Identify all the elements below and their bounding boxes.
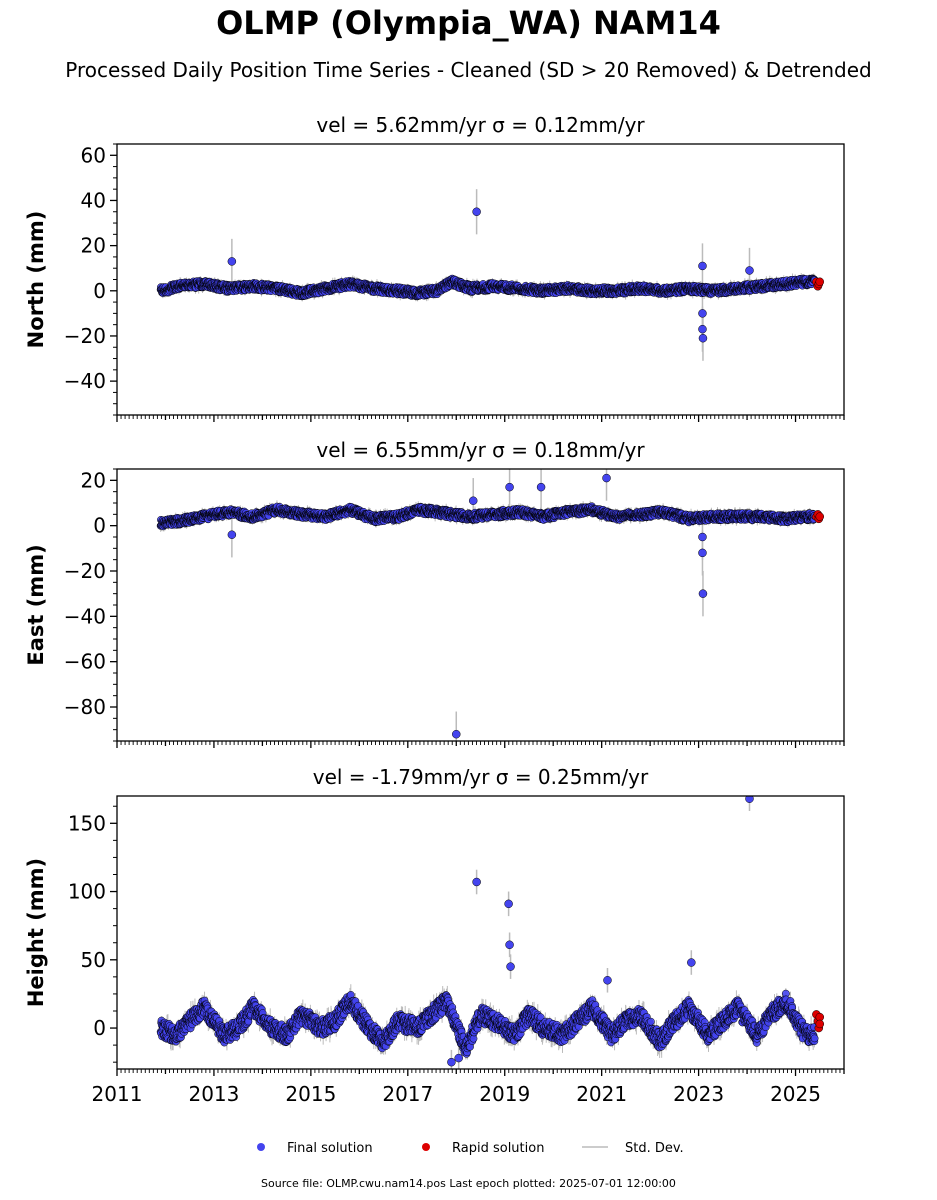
outlier-point [745,266,754,275]
outlier-point [698,309,707,318]
outlier-point [472,207,481,216]
outlier-point [698,333,708,343]
ytick-label: −20 [64,324,106,348]
final-points-north [156,207,819,343]
panel-title-east: vel = 6.55mm/yr σ = 0.18mm/yr [316,438,645,462]
outlier-point [698,261,707,271]
plot-area-east [156,469,825,741]
axes-frame-north [116,143,845,416]
stddev-bars-east [160,469,815,741]
ytick-label: −40 [64,369,106,393]
rapid-points-north [812,277,825,291]
rapid-point [815,277,825,287]
figure-subtitle: Processed Daily Position Time Series - C… [65,58,872,82]
plot-area-north [156,189,825,361]
ytick-label: 0 [93,279,106,303]
ytick-label: 40 [81,188,106,212]
panel-title-north: vel = 5.62mm/yr σ = 0.12mm/yr [316,113,645,137]
figure-title: OLMP (Olympia_WA) NAM14 [216,4,721,42]
outlier-point [227,257,237,266]
panel-north: vel = 5.62mm/yr σ = 0.12mm/yr North (mm)−… [24,113,845,422]
ytick-label: 60 [81,143,106,167]
ylabel-north: North (mm) [24,211,48,349]
ylabel-east: East (mm) [24,544,48,665]
outlier-point [698,324,707,334]
ytick-label: 20 [81,234,106,258]
stddev-bars-north [160,189,816,361]
